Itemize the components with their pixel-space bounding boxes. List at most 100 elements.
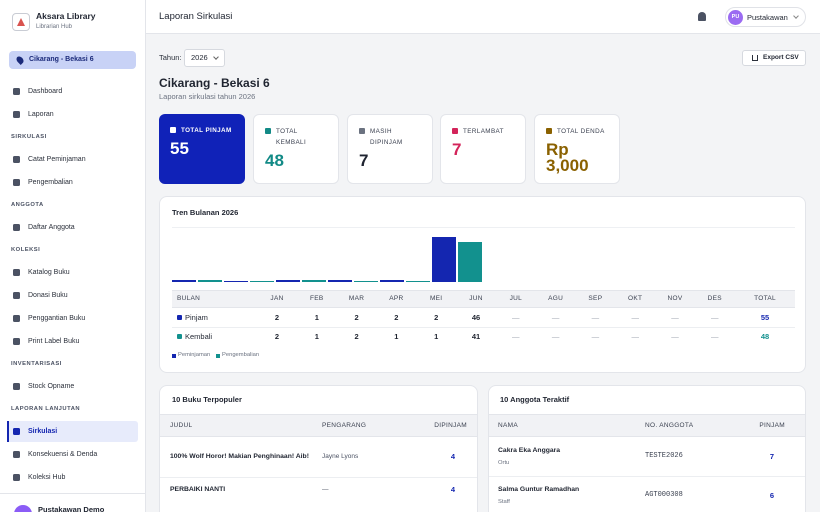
year-label: Tahun: <box>159 53 182 62</box>
cell-value: 2 <box>274 332 280 341</box>
nav-item[interactable]: Dashboard <box>7 81 138 102</box>
nav-item[interactable]: Laporan <box>7 104 138 125</box>
icon <box>13 88 20 95</box>
book-title: 100% Wolf Horor! Makian Penghinaan! Aib! <box>170 453 309 460</box>
member-id: TESTE2026 <box>645 452 683 460</box>
nav-item[interactable]: Stock Opname <box>7 376 138 397</box>
stat-card: TOTAL KEMBALI 48 <box>253 114 339 184</box>
cell-value: 1 <box>394 332 399 341</box>
nav-item[interactable]: Konsekuensi & Denda <box>7 444 138 465</box>
year-select[interactable]: 2026 <box>184 49 225 67</box>
nav-item[interactable]: Donasi Buku <box>7 285 138 306</box>
legend-swatch <box>172 354 176 358</box>
bar <box>276 280 300 282</box>
stat-card: TOTAL PINJAM 55 <box>159 114 245 184</box>
nav-item[interactable]: Koleksi Hub <box>7 467 138 488</box>
cell-value: — <box>512 332 520 341</box>
bar <box>458 241 482 282</box>
cell-value: — <box>631 313 639 322</box>
stat-label: TOTAL KEMBALI <box>276 128 307 146</box>
legend-label: Peminjaman <box>178 352 211 358</box>
column-header: TOTAL <box>754 295 776 302</box>
cell-value: 2 <box>434 313 439 322</box>
cell-value: 2 <box>354 332 359 341</box>
nav-label: Donasi Buku <box>28 292 68 299</box>
stat-icon <box>359 128 365 134</box>
nav-label: Dashboard <box>28 88 63 95</box>
header: Laporan Sirkulasi PU Pustakawan <box>146 0 820 34</box>
user-menu[interactable]: PU Pustakawan <box>725 7 806 27</box>
brand-subtitle: Librarian Hub <box>36 24 73 30</box>
sidebar: Aksara Library Librarian Hub Cikarang - Be… <box>0 0 146 512</box>
report-title: Cikarang - Bekasi 6 <box>159 76 270 90</box>
chart-line <box>172 227 795 228</box>
column-header: PENGARANG <box>322 422 367 429</box>
book-author: — <box>322 486 329 493</box>
cell-value: 41 <box>471 332 481 341</box>
page-title: Laporan Sirkulasi <box>159 11 233 22</box>
icon <box>13 156 20 163</box>
active-members-card: 10 Anggota Teraktif NAMA NO. ANGGOTA PINJAM… <box>488 385 806 512</box>
card-title: Tren Bulanan 2026 <box>172 208 239 217</box>
bar <box>328 280 352 282</box>
cell-total: 55 <box>760 313 770 322</box>
cell-value: — <box>671 332 679 341</box>
bar <box>380 280 404 282</box>
column-header: BULAN <box>177 295 201 302</box>
column-header: FEB <box>310 295 324 302</box>
nav-item[interactable]: Pengembalian <box>7 172 138 193</box>
column-header: APR <box>389 295 404 302</box>
nav-item[interactable]: Katalog Buku <box>7 262 138 283</box>
borrow-count: 7 <box>769 452 774 461</box>
nav-item[interactable]: Sirkulasi <box>7 421 138 442</box>
icon <box>13 428 20 435</box>
cell-value: 1 <box>314 313 319 322</box>
export-button[interactable]: Export CSV <box>742 50 806 66</box>
nav-label: Koleksi Hub <box>28 474 66 481</box>
cell-value: — <box>711 313 719 322</box>
stat-card: TERLAMBAT 7 <box>440 114 526 184</box>
icon <box>13 474 20 481</box>
bar <box>224 281 248 282</box>
report-subtitle: Laporan sirkulasi tahun 2026 <box>159 92 256 101</box>
column-header: OKT <box>628 295 643 302</box>
cell-value: 1 <box>314 332 319 341</box>
column-header: MAR <box>348 295 365 302</box>
nav-label: Pengembalian <box>28 179 73 186</box>
borrow-count: 6 <box>769 491 774 500</box>
nav-section-label: ANGGOTA <box>11 202 44 208</box>
table-header-bg <box>489 414 805 437</box>
popular-books-card: 10 Buku Terpopuler JUDUL PENGARANG DIPINJAM… <box>159 385 478 512</box>
icon <box>13 111 20 118</box>
column-header: DIPINJAM <box>434 422 467 429</box>
cell-value: — <box>591 313 600 322</box>
brand-title: Aksara Library <box>36 11 96 21</box>
series-swatch <box>177 334 182 339</box>
nav-item[interactable]: Penggantian Buku <box>7 308 138 329</box>
column-header: NAMA <box>498 422 518 429</box>
member-name: Cakra Eka Anggara <box>498 447 561 454</box>
sidebar-divider <box>0 493 145 494</box>
cell-value: — <box>671 313 679 322</box>
stat-label: TOTAL PINJAM <box>181 127 232 134</box>
bar <box>250 281 274 282</box>
stat-label: TERLAMBAT <box>463 128 504 135</box>
cell-value: — <box>551 313 560 322</box>
stat-card: MASIH DIPINJAM 7 <box>347 114 433 184</box>
nav-section-label: SIRKULASI <box>11 134 47 140</box>
column-header: SEP <box>588 295 603 302</box>
stat-value: 7 <box>452 140 462 159</box>
nav-label: Katalog Buku <box>28 269 70 276</box>
nav-item[interactable]: Daftar Anggota <box>7 217 138 238</box>
stat-value: 7 <box>359 151 369 170</box>
column-header: JUDUL <box>170 422 193 429</box>
branch-selector[interactable]: Cikarang - Bekasi 6 <box>9 51 136 69</box>
nav-item[interactable]: Catat Peminjaman <box>7 149 138 170</box>
notification-bell[interactable] <box>698 12 706 21</box>
stat-label: MASIH DIPINJAM <box>370 128 403 146</box>
legend-swatch <box>216 354 220 358</box>
icon <box>13 179 20 186</box>
stat-label: TOTAL DENDA <box>557 128 605 135</box>
bar <box>406 281 430 282</box>
nav-item[interactable]: Print Label Buku <box>7 331 138 352</box>
